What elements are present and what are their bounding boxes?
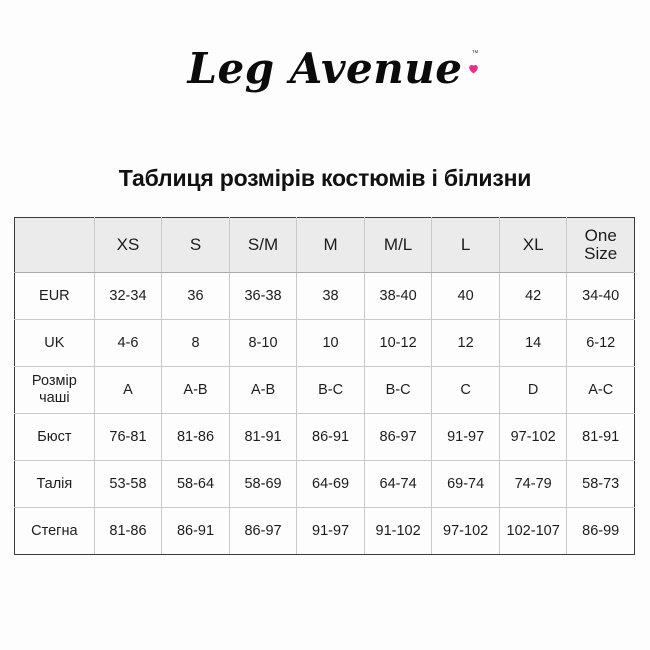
table-row: Стегна 81-86 86-91 86-97 91-97 91-102 97… (14, 507, 635, 555)
brand-logo: Leg Avenue ™ (0, 48, 650, 118)
cell-waist-s: 58-64 (161, 460, 230, 508)
cell-uk-m: 10 (296, 319, 365, 367)
table-body: EUR 32-34 36 36-38 38 38-40 40 42 34-40 … (14, 272, 635, 555)
cell-bust-one-size: 81-91 (566, 413, 635, 461)
heart-icon (467, 62, 480, 75)
column-header-m: M (296, 217, 365, 273)
size-table: XS S S/M M M/L L XL One Size EUR 32-34 3… (14, 217, 635, 555)
cell-bust-sm: 81-91 (228, 413, 298, 461)
trademark-symbol: ™ (471, 50, 479, 57)
cell-hips-s: 86-91 (161, 507, 230, 555)
cell-waist-ml: 64-74 (363, 460, 433, 508)
cell-waist-xs: 53-58 (93, 460, 163, 508)
cell-waist-one-size: 58-73 (566, 460, 635, 508)
column-header-sm: S/M (228, 217, 298, 273)
cell-eur-l: 40 (431, 272, 500, 320)
column-header-ml: M/L (363, 217, 433, 273)
brand-logo-wrap: Leg Avenue ™ (187, 48, 478, 90)
cell-bust-xl: 97-102 (498, 413, 568, 461)
cell-uk-one-size: 6-12 (566, 319, 635, 367)
cell-cup-m: B-C (296, 366, 365, 414)
table-row: Розмір чаші A A-B A-B B-C B-C C D A-C (14, 366, 635, 414)
cell-cup-xl: D (498, 366, 568, 414)
size-table-wrapper: XS S S/M M M/L L XL One Size EUR 32-34 3… (14, 217, 635, 555)
cell-eur-xs: 32-34 (93, 272, 163, 320)
table-row: Бюст 76-81 81-86 81-91 86-91 86-97 91-97… (14, 413, 635, 461)
row-label-uk: UK (14, 319, 95, 367)
column-header-xs: XS (93, 217, 163, 273)
table-corner-cell (14, 217, 95, 273)
row-label-hips: Стегна (14, 507, 95, 555)
cell-eur-s: 36 (161, 272, 230, 320)
cell-bust-l: 91-97 (431, 413, 500, 461)
cell-waist-xl: 74-79 (498, 460, 568, 508)
cell-waist-m: 64-69 (296, 460, 365, 508)
cell-uk-xs: 4-6 (93, 319, 163, 367)
row-label-bust: Бюст (14, 413, 95, 461)
table-row: UK 4-6 8 8-10 10 10-12 12 14 6-12 (14, 319, 635, 367)
cell-cup-sm: A-B (228, 366, 298, 414)
cell-cup-s: A-B (161, 366, 230, 414)
cell-hips-l: 97-102 (431, 507, 500, 555)
cell-cup-l: C (431, 366, 500, 414)
cell-cup-one-size: A-C (566, 366, 635, 414)
row-label-eur: EUR (14, 272, 95, 320)
table-header: XS S S/M M M/L L XL One Size (14, 217, 635, 273)
cell-uk-l: 12 (431, 319, 500, 367)
cell-hips-ml: 91-102 (363, 507, 433, 555)
cell-eur-xl: 42 (498, 272, 568, 320)
cell-eur-m: 38 (296, 272, 365, 320)
column-header-l: L (431, 217, 500, 273)
column-header-one-size: One Size (566, 217, 635, 273)
cell-bust-m: 86-91 (296, 413, 365, 461)
page-title: Таблиця розмірів костюмів і білизни (118, 165, 532, 191)
cell-eur-ml: 38-40 (363, 272, 433, 320)
cell-bust-xs: 76-81 (93, 413, 163, 461)
cell-hips-m: 91-97 (296, 507, 365, 555)
cell-uk-s: 8 (161, 319, 230, 367)
column-header-s: S (161, 217, 230, 273)
table-row: EUR 32-34 36 36-38 38 38-40 40 42 34-40 (14, 272, 635, 320)
cell-hips-xl: 102-107 (498, 507, 568, 555)
cell-cup-xs: A (93, 366, 163, 414)
row-label-waist: Талія (14, 460, 95, 508)
column-header-xl: XL (498, 217, 568, 273)
cell-hips-xs: 81-86 (93, 507, 163, 555)
cell-eur-one-size: 34-40 (566, 272, 635, 320)
cell-bust-s: 81-86 (161, 413, 230, 461)
table-row: Талія 53-58 58-64 58-69 64-69 64-74 69-7… (14, 460, 635, 508)
cell-uk-sm: 8-10 (228, 319, 298, 367)
cell-waist-sm: 58-69 (228, 460, 298, 508)
cell-eur-sm: 36-38 (228, 272, 298, 320)
cell-hips-sm: 86-97 (228, 507, 298, 555)
row-label-cup-size: Розмір чаші (14, 366, 95, 414)
cell-bust-ml: 86-97 (363, 413, 433, 461)
cell-waist-l: 69-74 (431, 460, 500, 508)
cell-uk-ml: 10-12 (363, 319, 433, 367)
cell-hips-one-size: 86-99 (566, 507, 635, 555)
cell-cup-ml: B-C (363, 366, 433, 414)
brand-name: Leg Avenue (187, 44, 463, 93)
table-header-row: XS S S/M M M/L L XL One Size (14, 217, 635, 273)
cell-uk-xl: 14 (498, 319, 568, 367)
